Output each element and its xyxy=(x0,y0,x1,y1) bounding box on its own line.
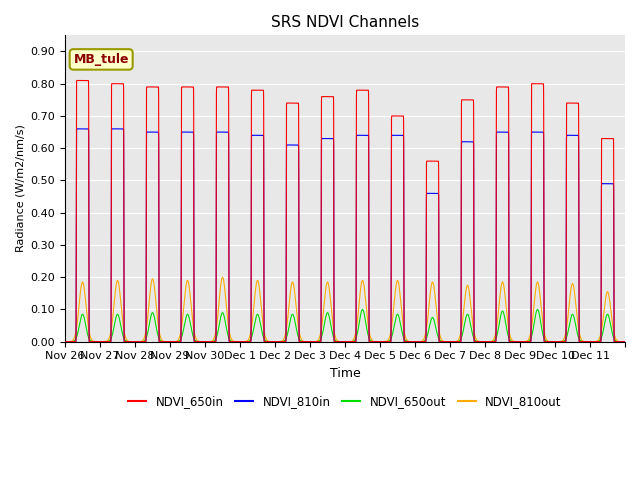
X-axis label: Time: Time xyxy=(330,367,360,380)
Y-axis label: Radiance (W/m2/nm/s): Radiance (W/m2/nm/s) xyxy=(15,125,25,252)
Legend: NDVI_650in, NDVI_810in, NDVI_650out, NDVI_810out: NDVI_650in, NDVI_810in, NDVI_650out, NDV… xyxy=(124,391,566,413)
Text: MB_tule: MB_tule xyxy=(74,53,129,66)
Title: SRS NDVI Channels: SRS NDVI Channels xyxy=(271,15,419,30)
